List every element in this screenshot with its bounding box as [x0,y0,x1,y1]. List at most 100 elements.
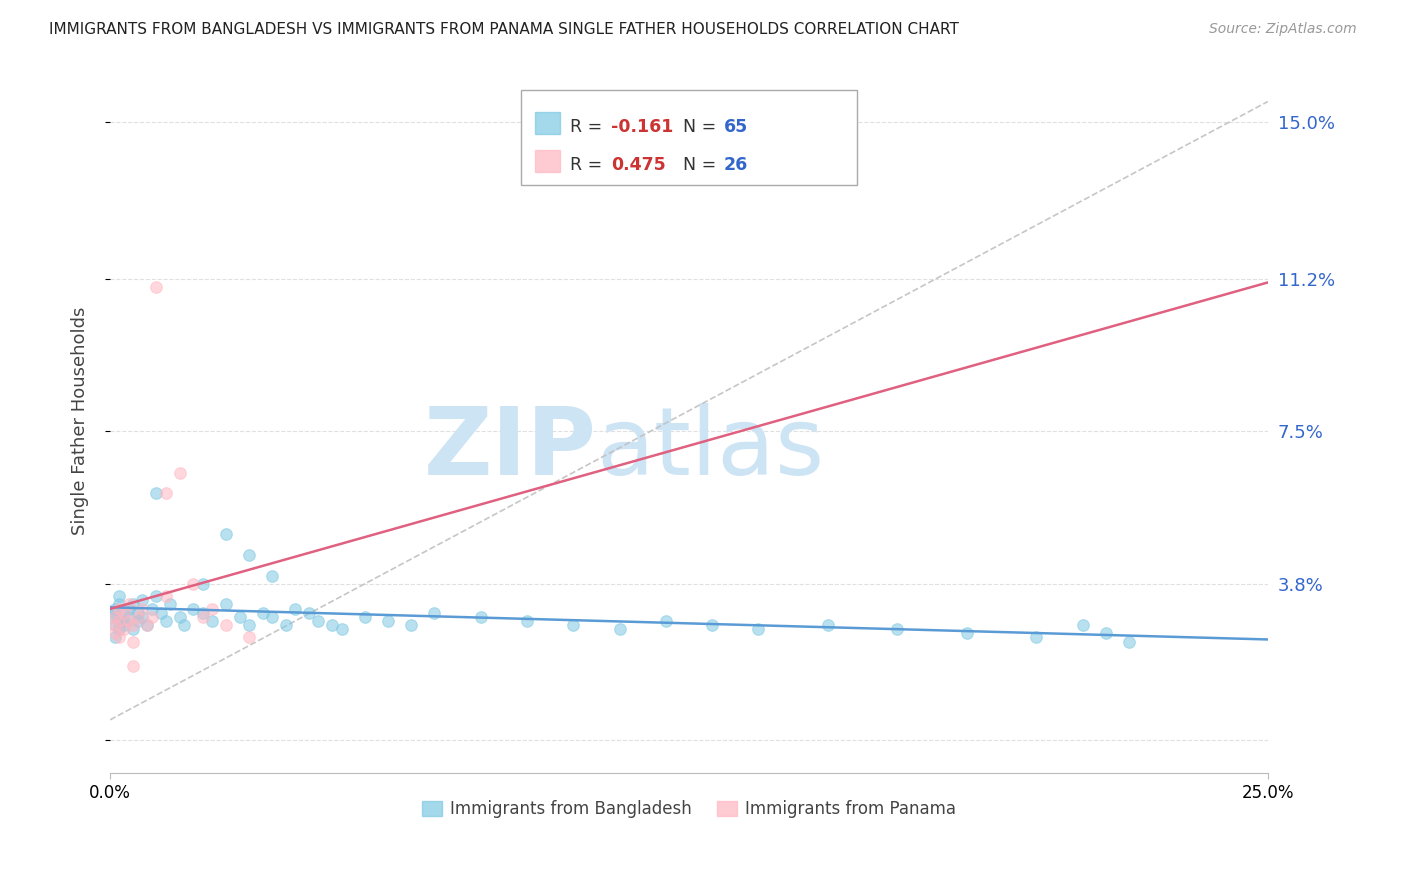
Point [201,614,224,628]
Point [330,622,353,636]
Point [229,609,252,624]
Point [155,589,177,603]
Point [702,618,724,632]
Point [108,622,131,636]
Point [141,601,163,615]
Point [191,576,214,591]
Text: Source: ZipAtlas.com: Source: ZipAtlas.com [1209,22,1357,37]
Bar [536,151,561,172]
Point [117,614,139,628]
Point [191,606,214,620]
Point [609,622,631,636]
Point [108,598,131,612]
Text: 0.475: 0.475 [612,156,666,174]
Point [284,601,307,615]
Point [127,609,149,624]
Point [470,609,492,624]
Point [817,618,839,632]
Point [562,618,585,632]
Text: N =: N = [683,156,721,174]
Point [117,601,139,615]
Point [238,548,260,562]
Point [104,601,127,615]
Point [104,618,127,632]
Point [131,593,153,607]
Point [183,576,205,591]
Point [1094,626,1116,640]
Point [127,606,149,620]
Point [117,609,139,624]
Point [298,606,321,620]
Point [108,589,131,603]
Point [104,609,127,624]
Point [274,618,297,632]
Point [1025,631,1047,645]
Point [155,614,177,628]
Point [238,618,260,632]
Point [262,609,284,624]
Y-axis label: Single Father Households: Single Father Households [72,307,89,535]
Point [1118,634,1140,648]
Point [262,568,284,582]
Text: -0.161: -0.161 [612,118,673,136]
Point [956,626,979,640]
Text: N =: N = [683,118,721,136]
Point [747,622,769,636]
Point [127,614,149,628]
Point [141,609,163,624]
Point [183,601,205,615]
Point [215,598,238,612]
Point [104,618,127,632]
Point [122,618,145,632]
Point [423,606,446,620]
Point [122,659,145,673]
Point [155,486,177,500]
Point [131,601,153,615]
Text: R =: R = [569,118,607,136]
Point [252,606,274,620]
Point [108,614,131,628]
Point [108,601,131,615]
Point [145,280,167,294]
Point [117,598,139,612]
Text: atlas: atlas [596,403,824,495]
Point [308,614,330,628]
Point [321,618,343,632]
Point [886,622,908,636]
Point [150,606,173,620]
Point [201,601,224,615]
Point [169,609,191,624]
Point [122,598,145,612]
Text: 26: 26 [724,156,748,174]
Bar [536,112,561,134]
Point [516,614,538,628]
Point [145,589,167,603]
Point [215,527,238,541]
Point [104,626,127,640]
Point [104,609,127,624]
Point [108,631,131,645]
Point [173,618,195,632]
Point [104,606,127,620]
Point [112,606,135,620]
Point [145,486,167,500]
Point [112,622,135,636]
Point [112,618,135,632]
Point [377,614,399,628]
Text: 65: 65 [724,118,748,136]
Point [1071,618,1094,632]
Point [131,609,153,624]
Text: ZIP: ZIP [423,403,596,495]
Point [108,614,131,628]
Point [122,634,145,648]
Point [399,618,422,632]
Point [136,618,159,632]
Point [112,614,135,628]
Point [122,622,145,636]
Point [655,614,678,628]
FancyBboxPatch shape [522,90,856,185]
Point [353,609,375,624]
Point [159,598,181,612]
Text: R =: R = [569,156,607,174]
Point [136,618,159,632]
